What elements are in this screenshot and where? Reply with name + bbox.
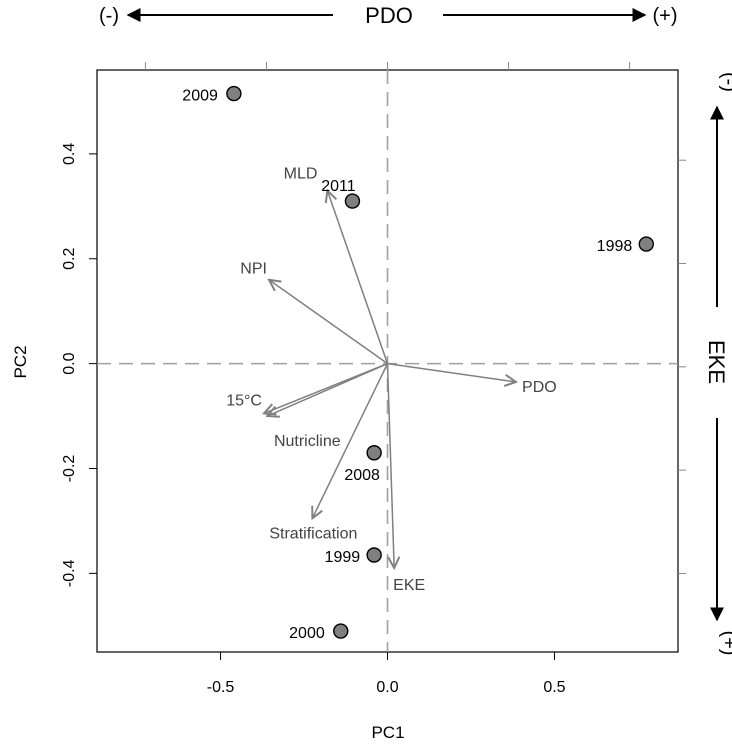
- vector-stratification: [312, 363, 389, 519]
- point-2000: [333, 623, 349, 639]
- point-label: 1999: [325, 549, 361, 566]
- point-label: 2000: [289, 625, 325, 642]
- x-tick-label: 0.5: [543, 679, 565, 696]
- vector-label: 15°C: [226, 392, 262, 409]
- point-1998: [638, 236, 654, 252]
- x-axis-title: PC1: [371, 723, 404, 742]
- x-tick-label: 0.0: [376, 679, 398, 696]
- y-tick-label: 0.2: [61, 248, 78, 270]
- top-axis-title: PDO: [365, 3, 413, 28]
- right-negative-label: (-): [718, 72, 732, 92]
- vector-label: Nutricline: [274, 433, 341, 450]
- top-pdo-banner: (-) (+) PDO: [99, 3, 677, 28]
- point-label: 2008: [344, 467, 380, 484]
- vector-label: MLD: [284, 166, 318, 183]
- point-label: 2009: [182, 88, 218, 105]
- x-tick-label: -0.5: [207, 679, 235, 696]
- y-axis-title: PC2: [11, 345, 30, 378]
- plot-area: -0.5 0.0 0.5 -0.4 -0.2 0.0 0.2 0.4 MLD NPI PDO 15°C…: [61, 62, 686, 696]
- right-axis-title: EKE: [704, 340, 729, 384]
- y-tick-label: 0.0: [61, 352, 78, 374]
- point-1999: [366, 547, 382, 563]
- right-eke-banner: (-) (+) EKE: [704, 72, 732, 655]
- point-2009: [226, 85, 242, 102]
- y-tick-label: 0.4: [61, 143, 78, 165]
- vector-mld: [327, 191, 389, 364]
- vector-eke: [386, 363, 395, 568]
- vector-pdo: [387, 362, 517, 382]
- top-negative-label: (-): [99, 5, 119, 27]
- vector-label: Stratification: [269, 525, 357, 542]
- point-label: 1998: [597, 238, 633, 255]
- vector-label: PDO: [522, 379, 557, 396]
- vector-npi: [269, 280, 388, 365]
- point-2011: [344, 193, 361, 209]
- right-positive-label: (+): [718, 631, 732, 656]
- vector-label: NPI: [240, 261, 267, 278]
- point-2008: [366, 445, 382, 461]
- vector-label: EKE: [393, 577, 425, 594]
- vector-nutricline: [267, 362, 388, 416]
- y-tick-label: -0.4: [61, 559, 78, 587]
- point-label: 2011: [321, 178, 356, 195]
- y-tick-label: -0.2: [61, 455, 78, 483]
- top-positive-label: (+): [653, 5, 678, 27]
